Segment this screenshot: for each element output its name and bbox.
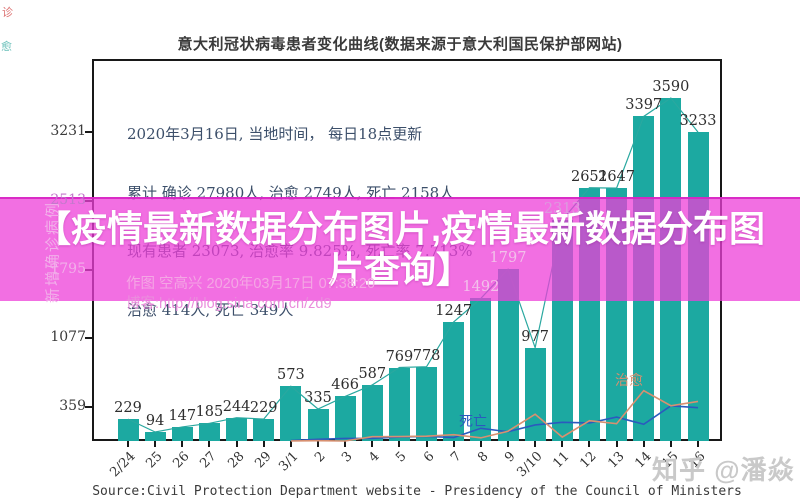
x-tick-mark: [561, 441, 564, 447]
bar-3/1: [280, 386, 302, 441]
x-tick-mark: [642, 441, 645, 447]
y-tick-mark: [85, 131, 92, 134]
x-tick-mark: [208, 441, 211, 447]
author-watermark: 作图 空高兴 2020年03月17日 07:38:20: [126, 276, 376, 292]
x-tick-mark: [371, 441, 374, 447]
banner-text-line2: 片查询】: [327, 249, 472, 290]
x-tick-mark: [317, 441, 319, 447]
y-tick-mark: [85, 337, 92, 340]
x-tick-mark: [669, 441, 672, 447]
x-tick-mark: [425, 441, 428, 447]
bar-29: [253, 419, 275, 441]
x-tick-mark: [235, 441, 238, 447]
x-tick-mark: [181, 441, 184, 447]
bar-5: [388, 367, 410, 441]
x-tick-mark: [615, 441, 618, 447]
edge-mark-teal: 愈: [1, 41, 12, 53]
bar-25: [144, 432, 166, 441]
x-tick-mark: [588, 441, 591, 447]
bar-3/10: [524, 347, 546, 441]
x-tick-mark: [127, 441, 129, 447]
zhihu-watermark: 知乎 @潘焱: [652, 455, 795, 485]
x-tick-mark: [452, 441, 455, 447]
x-tick-mark: [507, 441, 509, 447]
x-tick-mark: [289, 441, 292, 447]
bar-6: [416, 366, 438, 441]
x-tick-mark: [398, 441, 401, 447]
bar-2/24: [117, 419, 139, 441]
bar-4: [361, 384, 383, 441]
x-tick-mark: [479, 441, 482, 447]
x-tick-mark: [262, 441, 265, 447]
edge-mark-red: 诊: [2, 7, 13, 19]
deaths-line-label: 死亡: [459, 413, 487, 429]
cures-line-label: 治愈: [615, 372, 643, 388]
x-tick-mark: [154, 441, 157, 447]
bar-3: [334, 396, 356, 441]
chart-title: 意大利冠状病毒患者变化曲线(数据来源于意大利国民保护部网站): [177, 36, 623, 53]
bar-28: [226, 417, 248, 441]
overlay-banner: 【疫情最新数据分布图片,疫情最新数据分布图 片查询】: [0, 197, 800, 301]
source-caption: Source:Civil Protection Department websi…: [92, 484, 742, 499]
bar-26: [171, 426, 193, 441]
blog-watermark: 博客:http://blog.sina.com.cn/zd9: [126, 296, 332, 312]
bar-2: [307, 408, 329, 441]
x-tick-mark: [344, 441, 347, 447]
bar-27: [198, 423, 220, 441]
y-axis-label: 新增确诊病例: [44, 200, 62, 304]
x-tick-mark: [697, 441, 699, 447]
banner-text-line1: 【疫情最新数据分布图片,疫情最新数据分布图: [34, 208, 765, 249]
y-tick-mark: [85, 405, 92, 408]
x-tick-mark: [534, 441, 537, 447]
